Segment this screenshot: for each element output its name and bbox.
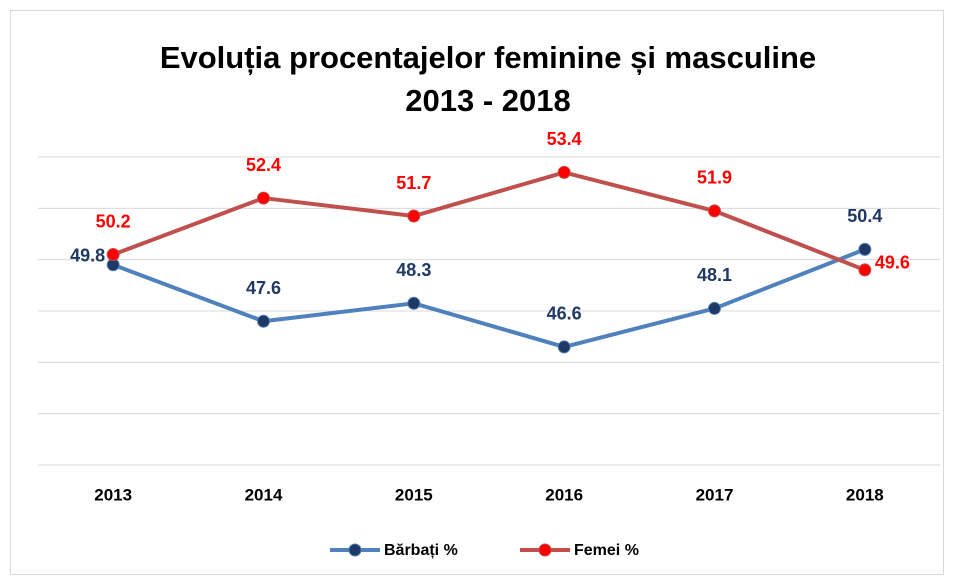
- point-marker: [858, 242, 872, 256]
- data-label: 47.6: [246, 278, 281, 298]
- data-label: 53.4: [547, 129, 582, 149]
- point-marker: [407, 296, 421, 310]
- point-marker: [858, 263, 872, 277]
- chart-title: Evoluția procentajelor feminine și mascu…: [160, 40, 816, 75]
- point-marker: [557, 340, 571, 354]
- data-label: 51.9: [697, 168, 732, 188]
- x-tick-label: 2013: [94, 485, 132, 504]
- line-series: [112, 247, 866, 349]
- point-marker: [708, 301, 721, 315]
- point-marker: [106, 248, 120, 262]
- point-marker: [257, 191, 270, 205]
- legend-label: Femei %: [574, 542, 639, 559]
- x-tick-label: 2017: [696, 485, 734, 504]
- legend-marker: [348, 543, 362, 557]
- data-label: 49.6: [875, 253, 910, 273]
- x-tick-label: 2014: [245, 485, 283, 504]
- data-label: 50.2: [96, 211, 131, 231]
- chart-border: [10, 10, 944, 575]
- point-marker: [557, 165, 571, 179]
- data-label: 52.4: [246, 155, 281, 175]
- legend-label: Bărbați %: [384, 542, 458, 559]
- data-label: 49.8: [70, 246, 105, 266]
- data-label: 46.6: [547, 304, 582, 324]
- point-marker: [407, 209, 421, 223]
- legend-marker: [538, 543, 552, 557]
- data-label: 48.1: [697, 265, 732, 285]
- data-label: 51.7: [396, 173, 431, 193]
- data-label: 50.4: [847, 206, 882, 226]
- point-marker: [257, 314, 270, 328]
- point-marker: [708, 204, 721, 218]
- x-tick-label: 2016: [545, 485, 583, 504]
- line-series: [112, 170, 866, 272]
- x-tick-label: 2018: [846, 485, 884, 504]
- chart-title: 2013 - 2018: [405, 83, 570, 118]
- data-label: 48.3: [396, 260, 431, 280]
- x-tick-label: 2015: [395, 485, 433, 504]
